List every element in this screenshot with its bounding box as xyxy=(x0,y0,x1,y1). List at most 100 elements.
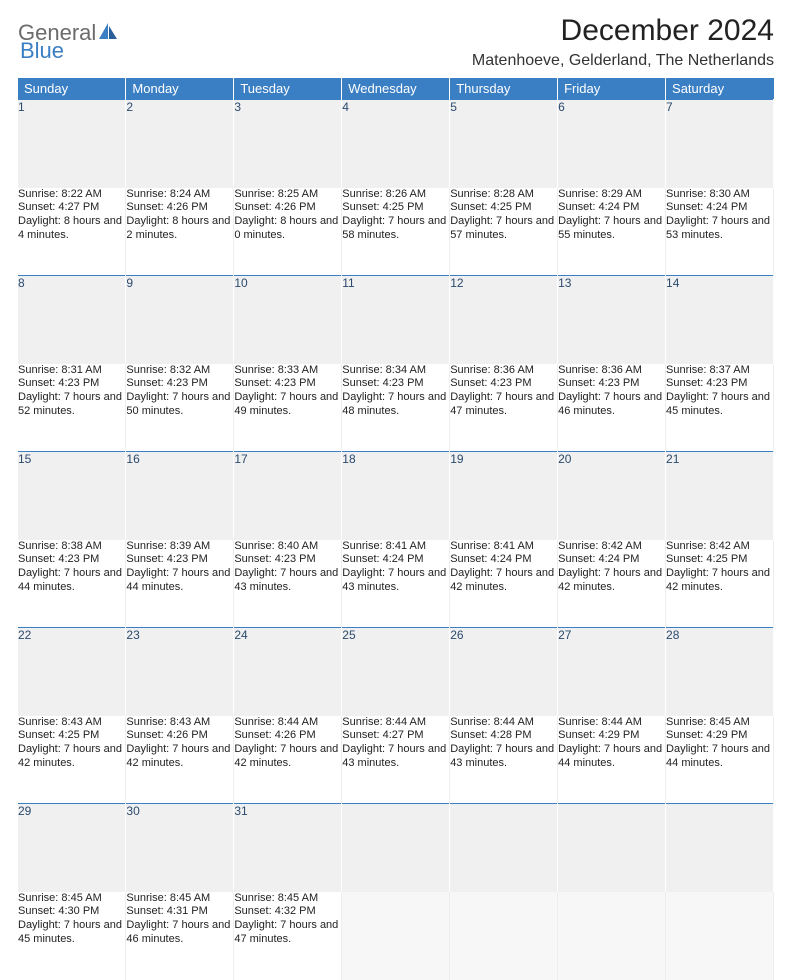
daylight-text: Daylight: 7 hours and 53 minutes. xyxy=(666,215,773,243)
sunset-text: Sunset: 4:24 PM xyxy=(450,553,557,567)
sunrise-text: Sunrise: 8:38 AM xyxy=(18,540,125,554)
day-number-cell: 8 xyxy=(18,276,126,364)
day-body-cell: Sunrise: 8:39 AMSunset: 4:23 PMDaylight:… xyxy=(126,540,234,628)
day-body-cell: Sunrise: 8:28 AMSunset: 4:25 PMDaylight:… xyxy=(450,188,558,276)
daynum-row: 293031 xyxy=(18,804,774,892)
sunrise-text: Sunrise: 8:22 AM xyxy=(18,188,125,202)
sunrise-text: Sunrise: 8:31 AM xyxy=(18,364,125,378)
day-number-cell xyxy=(558,804,666,892)
day-body-cell: Sunrise: 8:31 AMSunset: 4:23 PMDaylight:… xyxy=(18,364,126,452)
day-number-cell: 2 xyxy=(126,100,234,188)
day-number-cell: 30 xyxy=(126,804,234,892)
sunset-text: Sunset: 4:28 PM xyxy=(450,729,557,743)
header: General December 2024 Matenhoeve, Gelder… xyxy=(18,14,774,76)
sunrise-text: Sunrise: 8:44 AM xyxy=(450,716,557,730)
day-body-cell: Sunrise: 8:41 AMSunset: 4:24 PMDaylight:… xyxy=(342,540,450,628)
day-number-cell: 13 xyxy=(558,276,666,364)
day-body-cell xyxy=(342,892,450,980)
month-title: December 2024 xyxy=(472,14,774,48)
sunrise-text: Sunrise: 8:30 AM xyxy=(666,188,773,202)
daylight-text: Daylight: 7 hours and 44 minutes. xyxy=(666,743,773,771)
sunrise-text: Sunrise: 8:40 AM xyxy=(234,540,341,554)
daylight-text: Daylight: 7 hours and 47 minutes. xyxy=(450,391,557,419)
day-number-cell: 29 xyxy=(18,804,126,892)
sunrise-text: Sunrise: 8:43 AM xyxy=(18,716,125,730)
sunrise-text: Sunrise: 8:37 AM xyxy=(666,364,773,378)
day-number-cell: 28 xyxy=(666,628,774,716)
day-body-cell: Sunrise: 8:34 AMSunset: 4:23 PMDaylight:… xyxy=(342,364,450,452)
day-body-cell: Sunrise: 8:44 AMSunset: 4:26 PMDaylight:… xyxy=(234,716,342,804)
daylight-text: Daylight: 7 hours and 50 minutes. xyxy=(126,391,233,419)
day-body-cell: Sunrise: 8:29 AMSunset: 4:24 PMDaylight:… xyxy=(558,188,666,276)
sunset-text: Sunset: 4:24 PM xyxy=(666,201,773,215)
sunrise-text: Sunrise: 8:28 AM xyxy=(450,188,557,202)
daylight-text: Daylight: 7 hours and 55 minutes. xyxy=(558,215,665,243)
sunrise-text: Sunrise: 8:32 AM xyxy=(126,364,233,378)
sunrise-text: Sunrise: 8:44 AM xyxy=(234,716,341,730)
sunset-text: Sunset: 4:23 PM xyxy=(234,553,341,567)
day-number-cell: 10 xyxy=(234,276,342,364)
sunset-text: Sunset: 4:26 PM xyxy=(126,201,233,215)
day-number-cell xyxy=(342,804,450,892)
day-body-cell: Sunrise: 8:45 AMSunset: 4:32 PMDaylight:… xyxy=(234,892,342,980)
sunset-text: Sunset: 4:23 PM xyxy=(558,377,665,391)
sunrise-text: Sunrise: 8:36 AM xyxy=(450,364,557,378)
day-body-cell: Sunrise: 8:43 AMSunset: 4:26 PMDaylight:… xyxy=(126,716,234,804)
weekday-header: Thursday xyxy=(450,78,558,100)
day-number-cell: 1 xyxy=(18,100,126,188)
day-body-row: Sunrise: 8:38 AM Sunset: 4:23 PM Daylight:… xyxy=(18,540,774,628)
daylight-text: Daylight: 7 hours and 42 minutes. xyxy=(450,567,557,595)
sunset-text: Sunset: 4:26 PM xyxy=(234,729,341,743)
title-block: December 2024 Matenhoeve, Gelderland, Th… xyxy=(472,14,774,76)
sunset-text: Sunset: 4:30 PM xyxy=(18,905,125,919)
daylight-text: Daylight: 7 hours and 44 minutes. xyxy=(18,567,125,595)
weekday-header: Monday xyxy=(126,78,234,100)
day-number-cell: 18 xyxy=(342,452,450,540)
sunset-text: Sunset: 4:29 PM xyxy=(558,729,665,743)
sunset-text: Sunset: 4:23 PM xyxy=(342,377,449,391)
day-number-cell: 9 xyxy=(126,276,234,364)
sunrise-text: Sunrise: 8:24 AM xyxy=(126,188,233,202)
daylight-text: Daylight: 8 hours and 2 minutes. xyxy=(126,215,233,243)
day-body-cell: Sunrise: 8:44 AMSunset: 4:27 PMDaylight:… xyxy=(342,716,450,804)
day-body-cell: Sunrise: 8:45 AMSunset: 4:30 PMDaylight:… xyxy=(18,892,126,980)
sunset-text: Sunset: 4:25 PM xyxy=(666,553,773,567)
day-number-cell: 16 xyxy=(126,452,234,540)
sunrise-text: Sunrise: 8:45 AM xyxy=(126,892,233,906)
sunset-text: Sunset: 4:23 PM xyxy=(126,377,233,391)
day-body-cell: Sunrise: 8:24 AMSunset: 4:26 PMDaylight:… xyxy=(126,188,234,276)
day-body-cell: Sunrise: 8:22 AMSunset: 4:27 PMDaylight:… xyxy=(18,188,126,276)
sunrise-text: Sunrise: 8:45 AM xyxy=(18,892,125,906)
sunset-text: Sunset: 4:25 PM xyxy=(342,201,449,215)
day-body-cell: Sunrise: 8:45 AMSunset: 4:29 PMDaylight:… xyxy=(666,716,774,804)
day-number-cell: 12 xyxy=(450,276,558,364)
weekday-header: Wednesday xyxy=(342,78,450,100)
day-number-cell xyxy=(666,804,774,892)
day-body-cell: Sunrise: 8:36 AMSunset: 4:23 PMDaylight:… xyxy=(558,364,666,452)
sunrise-text: Sunrise: 8:44 AM xyxy=(342,716,449,730)
sunrise-text: Sunrise: 8:41 AM xyxy=(342,540,449,554)
daylight-text: Daylight: 8 hours and 0 minutes. xyxy=(234,215,341,243)
day-body-row: Sunrise: 8:43 AMSunset: 4:25 PMDaylight:… xyxy=(18,716,774,804)
daylight-text: Daylight: 7 hours and 45 minutes. xyxy=(18,919,125,947)
day-body-cell: Sunrise: 8:43 AMSunset: 4:25 PMDaylight:… xyxy=(18,716,126,804)
sunset-text: Sunset: 4:25 PM xyxy=(450,201,557,215)
sunset-text: Sunset: 4:24 PM xyxy=(558,201,665,215)
sunset-text: Sunset: 4:24 PM xyxy=(558,553,665,567)
daylight-text: Daylight: 7 hours and 57 minutes. xyxy=(450,215,557,243)
day-body-cell: Sunrise: 8:44 AMSunset: 4:28 PMDaylight:… xyxy=(450,716,558,804)
sunrise-text: Sunrise: 8:41 AM xyxy=(450,540,557,554)
day-body-cell: Sunrise: 8:42 AMSunset: 4:24 PMDaylight:… xyxy=(558,540,666,628)
daynum-row: 15161718192021 xyxy=(18,452,774,540)
sunrise-text: Sunrise: 8:25 AM xyxy=(234,188,341,202)
day-body-row: Sunrise: 8:22 AMSunset: 4:27 PMDaylight:… xyxy=(18,188,774,276)
day-number-cell: 24 xyxy=(234,628,342,716)
weekday-header: Saturday xyxy=(666,78,774,100)
daylight-text: Daylight: 7 hours and 43 minutes. xyxy=(450,743,557,771)
sunrise-text: Sunrise: 8:44 AM xyxy=(558,716,665,730)
sunset-text: Sunset: 4:27 PM xyxy=(342,729,449,743)
day-body-cell: Sunrise: 8:40 AMSunset: 4:23 PMDaylight:… xyxy=(234,540,342,628)
day-number-cell: 5 xyxy=(450,100,558,188)
day-body-cell: Sunrise: 8:41 AMSunset: 4:24 PMDaylight:… xyxy=(450,540,558,628)
sunrise-text: Sunrise: 8:45 AM xyxy=(666,716,773,730)
